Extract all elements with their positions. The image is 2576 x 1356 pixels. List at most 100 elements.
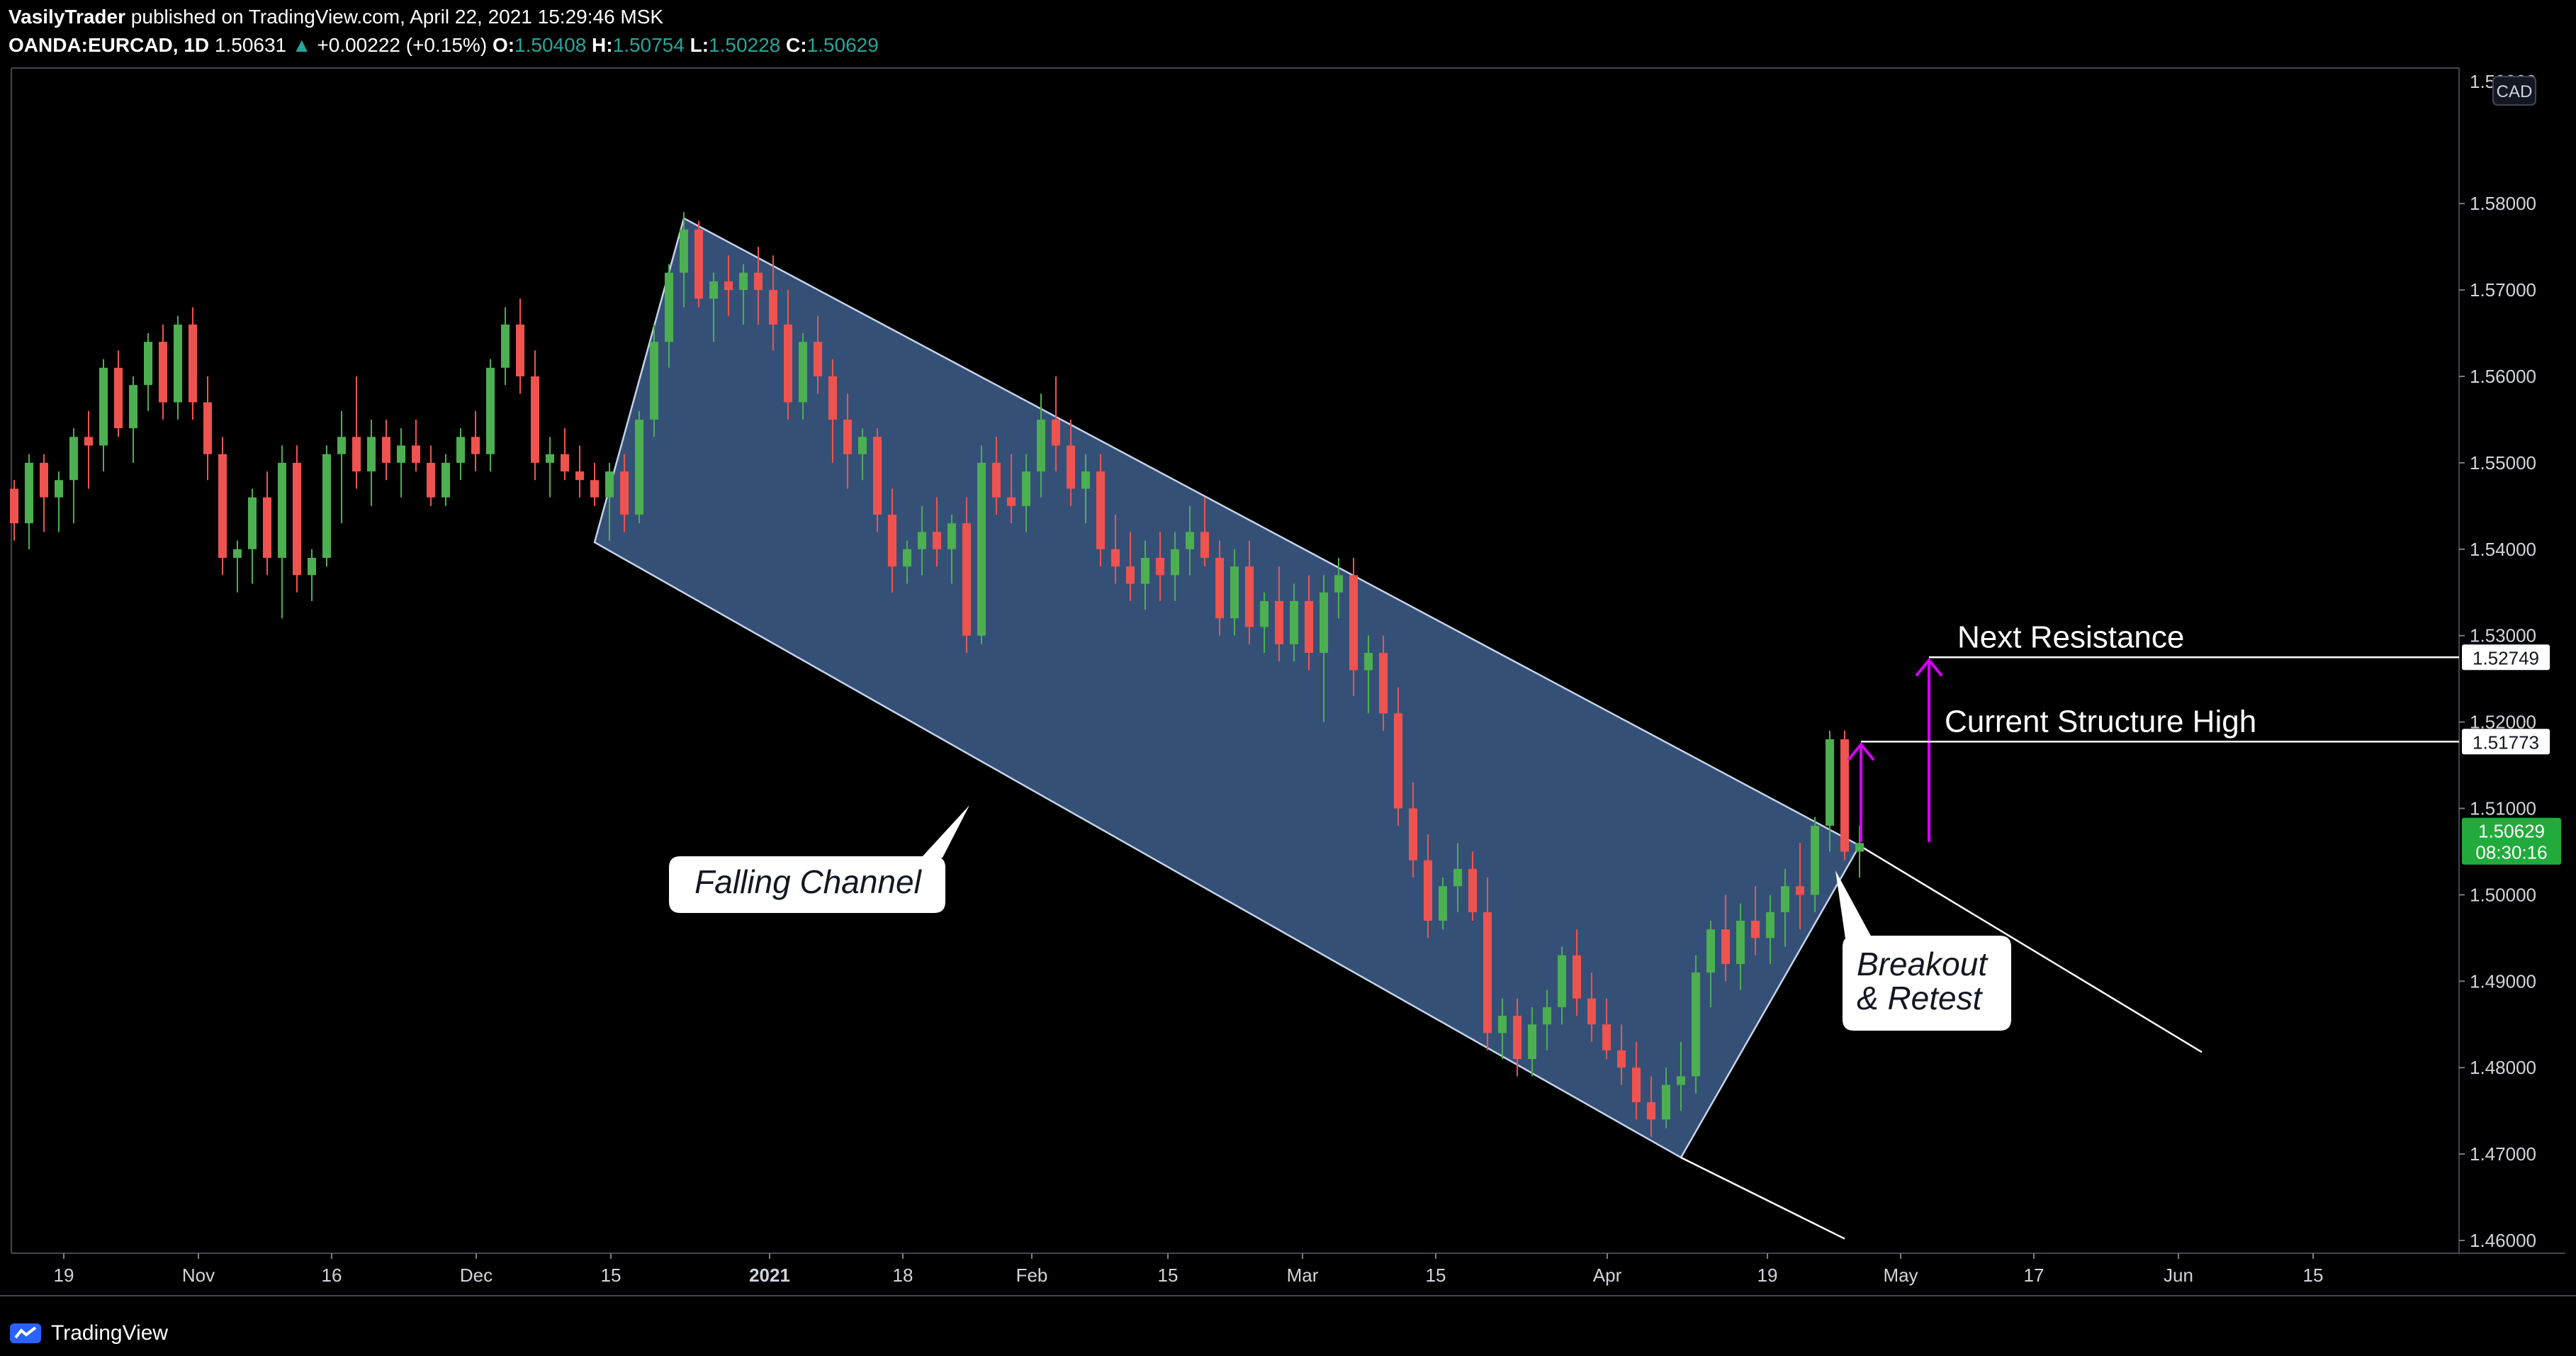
candle xyxy=(1558,946,1566,1025)
candle xyxy=(814,315,822,394)
candle xyxy=(10,480,18,541)
candle xyxy=(1528,1007,1536,1077)
tradingview-logo-icon[interactable] xyxy=(9,1321,43,1346)
callout-pointer xyxy=(921,805,969,858)
candle-body xyxy=(1439,886,1447,921)
candle xyxy=(1662,1068,1670,1128)
candle xyxy=(203,376,212,481)
candle-body xyxy=(1290,600,1298,644)
candle xyxy=(471,410,480,472)
candle-body xyxy=(1692,973,1700,1077)
candle-body xyxy=(1632,1068,1641,1102)
candle xyxy=(888,488,896,593)
price-axis[interactable]: 1.590001.580001.570001.560001.550001.540… xyxy=(2459,71,2561,1251)
candle-body xyxy=(218,454,227,558)
candle xyxy=(456,428,465,481)
candle-body xyxy=(1558,955,1566,1007)
candle xyxy=(1215,540,1224,636)
candle xyxy=(1364,635,1373,714)
publisher-line: VasilyTrader published on TradingView.co… xyxy=(9,3,879,31)
candle xyxy=(1186,505,1194,576)
x-tick-label: 2021 xyxy=(749,1265,790,1286)
annotation-falling-channel: Falling Channel xyxy=(694,863,922,900)
candle xyxy=(1022,454,1030,532)
candle-body xyxy=(322,454,331,558)
candle xyxy=(1498,998,1507,1060)
x-tick-label: Mar xyxy=(1287,1265,1319,1286)
candle xyxy=(694,220,703,308)
candle xyxy=(1587,973,1596,1042)
candle xyxy=(25,454,33,549)
candle-body xyxy=(174,324,182,403)
time-axis[interactable]: 19 Nov 16 Dec 15 2021 18 Feb 15 Mar 15 Apr 19 May 17 Ju… xyxy=(54,1253,2324,1286)
candle xyxy=(427,445,435,506)
candle xyxy=(367,419,376,506)
candle xyxy=(516,298,524,394)
candle xyxy=(1305,575,1313,671)
candle xyxy=(278,445,286,619)
x-tick-label: Dec xyxy=(460,1265,493,1286)
candle xyxy=(575,445,584,498)
candle-body xyxy=(694,229,703,299)
candle xyxy=(843,393,852,489)
candle xyxy=(1141,540,1149,610)
candle-body xyxy=(665,272,673,342)
candle-body xyxy=(1409,808,1417,861)
candle-body xyxy=(1424,860,1432,921)
level-tag-bg xyxy=(2462,729,2550,755)
x-tick-label: Feb xyxy=(1016,1265,1048,1286)
candle-body xyxy=(1453,868,1462,887)
candle-body xyxy=(441,462,450,498)
candle xyxy=(903,540,911,584)
currency-badge-bg xyxy=(2492,76,2536,106)
candle xyxy=(1721,895,1730,982)
candle-body xyxy=(308,557,316,576)
callout-pointer xyxy=(1835,870,1872,938)
last-price-bg xyxy=(2462,817,2561,865)
candle xyxy=(1230,549,1239,636)
high-value: 1.50754 xyxy=(612,34,685,56)
candle-body xyxy=(635,419,643,515)
candle xyxy=(144,333,152,411)
candle-body xyxy=(10,488,18,524)
candle xyxy=(873,428,882,532)
level-label: Current Structure High xyxy=(1945,704,2256,739)
candle xyxy=(1826,730,1834,852)
footer: TradingView xyxy=(9,1321,168,1346)
candle xyxy=(1379,635,1388,731)
candle-body xyxy=(1260,600,1269,627)
candle-body xyxy=(40,462,48,498)
candle-body xyxy=(1320,592,1328,654)
candle xyxy=(1334,557,1343,619)
published-text: published on TradingView.com, April 22, … xyxy=(130,6,664,28)
candle-body xyxy=(1305,600,1313,654)
tradingview-brand[interactable]: TradingView xyxy=(51,1321,169,1345)
y-tick-label: 1.54000 xyxy=(2470,539,2536,560)
candle-body xyxy=(1200,532,1209,558)
candle-body xyxy=(114,367,123,429)
x-tick-label: Jun xyxy=(2164,1265,2193,1286)
candle-body xyxy=(278,462,286,558)
publisher-name[interactable]: VasilyTrader xyxy=(9,6,126,28)
candle xyxy=(1796,843,1804,930)
level-price-tag: 1.51773 xyxy=(2462,729,2550,755)
annotation-breakout: Breakout xyxy=(1857,946,1989,982)
y-tick-label: 1.53000 xyxy=(2470,625,2536,646)
x-tick-label: 18 xyxy=(893,1265,913,1286)
close-label: C: xyxy=(786,34,807,56)
candle-body xyxy=(397,445,405,463)
candle xyxy=(263,471,271,576)
candle xyxy=(1766,895,1774,964)
candle xyxy=(1096,454,1105,567)
candle xyxy=(99,359,108,472)
symbol-label[interactable]: OANDA:EURCAD, 1D xyxy=(9,34,210,56)
candle xyxy=(739,264,748,325)
candle xyxy=(1483,878,1492,1050)
y-tick-label: 1.46000 xyxy=(2470,1230,2536,1251)
candle xyxy=(918,505,926,576)
candle-body xyxy=(1855,843,1864,852)
open-value: 1.50408 xyxy=(514,34,587,56)
candle-body xyxy=(561,454,569,472)
candle xyxy=(1156,532,1164,601)
